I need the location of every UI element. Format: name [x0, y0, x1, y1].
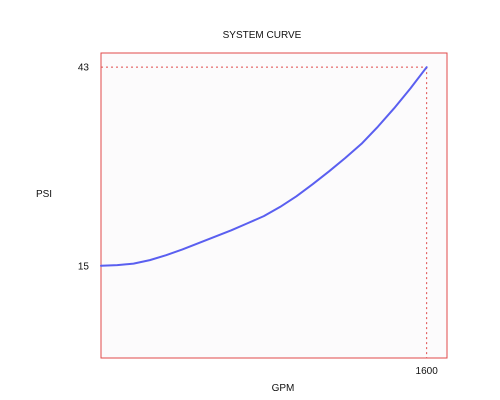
y-axis-label: PSI: [36, 189, 52, 200]
chart-title: SYSTEM CURVE: [223, 30, 302, 41]
x-tick-label: 1600: [416, 366, 439, 377]
series-layer: [100, 66, 428, 267]
y-tick-label: 43: [78, 63, 90, 74]
plot-frame: [100, 52, 448, 359]
tick-label-layer: 15 43 1600: [78, 63, 438, 377]
y-tick-label: 15: [78, 261, 90, 272]
reference-lines: [101, 66, 428, 358]
system-curve-line: [100, 66, 428, 267]
x-axis-label: GPM: [272, 383, 295, 394]
